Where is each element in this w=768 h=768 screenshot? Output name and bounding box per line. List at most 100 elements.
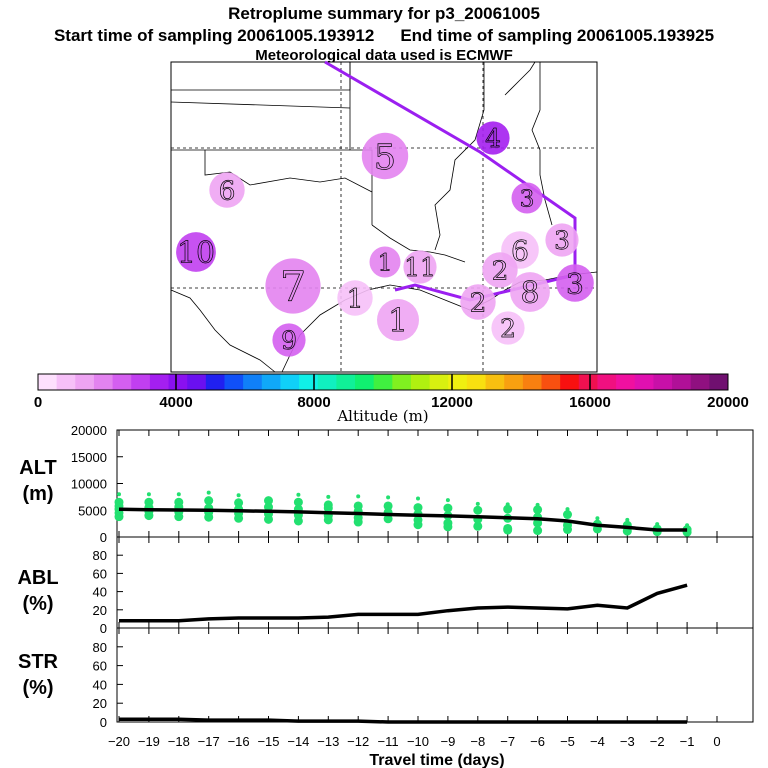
- altitude-dot: [413, 520, 423, 530]
- x-tick-label: −7: [500, 734, 515, 749]
- cluster-day-label: 3: [566, 267, 584, 300]
- x-tick-label: −2: [650, 734, 665, 749]
- y-tick-label: 40: [93, 585, 107, 600]
- colorbar-swatch: [410, 374, 431, 390]
- colorbar-swatch: [93, 374, 114, 390]
- x-tick-label: −17: [198, 734, 220, 749]
- cluster-day-label: 5: [374, 138, 396, 178]
- panel-unit: (%): [22, 593, 53, 615]
- altitude-dot: [353, 517, 363, 527]
- altitude-dot: [117, 492, 121, 497]
- altitude-dot: [416, 496, 420, 501]
- cluster-circle: [265, 258, 321, 314]
- cluster-day-label: 2: [470, 288, 487, 319]
- y-tick-label: 80: [93, 548, 107, 563]
- colorbar-swatch: [112, 374, 132, 390]
- x-tick-label: −1: [680, 734, 695, 749]
- altitude-dot: [176, 492, 181, 497]
- x-tick-label: −8: [470, 734, 485, 749]
- x-tick-label: −20: [108, 734, 130, 749]
- cluster-day-label: 11: [404, 253, 436, 282]
- cluster-circle: [482, 252, 518, 288]
- cluster-circle: [491, 311, 525, 345]
- colorbar-swatch: [243, 374, 263, 390]
- colorbar-tick-label: 0: [34, 394, 42, 411]
- cluster-circle: [476, 121, 510, 155]
- y-tick-label: 20: [93, 696, 107, 711]
- colorbar-swatch: [672, 374, 692, 390]
- colorbar-tick-label: 20000: [707, 394, 749, 411]
- altitude-dot: [563, 525, 572, 535]
- time-series-panels: ALT (m) 0 5000 10000 15000 20000 ABL (%) 0 20 40 60 8…: [17, 423, 754, 768]
- altitude-dot: [323, 515, 333, 525]
- altitude-dot: [443, 503, 453, 513]
- altitude-dot: [144, 511, 154, 521]
- colorbar-swatch: [38, 374, 58, 390]
- colorbar-swatch: [448, 374, 468, 390]
- y-tick-label: 20: [93, 603, 107, 618]
- colorbar-swatch: [466, 374, 487, 390]
- colorbar-swatch: [653, 374, 673, 390]
- rio-grande: [170, 289, 276, 373]
- cluster-circle: [209, 172, 245, 208]
- cluster-circle: [545, 223, 579, 257]
- altitude-dot: [503, 504, 513, 514]
- colorbar-swatch: [373, 374, 393, 390]
- altitude-dot: [383, 514, 393, 524]
- colorbar-tick-label: 4000: [159, 394, 192, 411]
- cluster-circle: [369, 246, 401, 278]
- cluster-day-label: 8: [521, 276, 540, 311]
- colorbar-swatch: [280, 374, 300, 390]
- altitude-dot: [386, 495, 391, 500]
- altitude-dot: [114, 512, 124, 522]
- cluster-circle: [176, 232, 216, 272]
- state-border: [349, 62, 373, 225]
- altitude-dot: [445, 498, 450, 503]
- altitude-dot: [293, 516, 303, 526]
- x-tick-label: −11: [378, 734, 399, 749]
- altitude-colorbar: 0 4000 8000 12000 16000 20000 Altitude (m): [34, 373, 749, 425]
- altitude-dot: [533, 526, 543, 536]
- x-tick-label: −3: [620, 734, 635, 749]
- cluster-day-label: 3: [520, 186, 535, 213]
- cluster-circle: [556, 264, 594, 302]
- altitude-dot: [443, 522, 453, 532]
- y-tick-label: 80: [93, 640, 107, 655]
- colorbar-swatch: [578, 374, 598, 390]
- colorbar-swatch: [224, 374, 244, 390]
- altitude-dot: [563, 510, 572, 520]
- y-tick-label: 5000: [78, 503, 107, 518]
- altitude-dot: [293, 497, 303, 507]
- colorbar-swatch: [56, 374, 76, 390]
- x-axis-label: Travel time (days): [369, 752, 504, 768]
- start-time: Start time of sampling 20061005.193912: [53, 26, 375, 45]
- y-tick-label: 60: [93, 566, 107, 581]
- altitude-dot: [473, 521, 483, 531]
- altitude-dot: [533, 505, 543, 515]
- altitude-dot: [296, 492, 301, 497]
- altitude-dot: [326, 494, 331, 499]
- colorbar-swatch: [541, 374, 561, 390]
- x-tick-label: −16: [228, 734, 250, 749]
- cluster-circle: [337, 280, 373, 316]
- y-tick-label: 20000: [71, 423, 107, 438]
- x-tick-label: −4: [590, 734, 605, 749]
- colorbar-axis-label: Altitude (m): [336, 407, 428, 425]
- colorbar-swatch: [522, 374, 543, 390]
- mississippi-river: [434, 62, 485, 251]
- altitude-dot: [236, 493, 241, 498]
- y-tick-label: 0: [100, 621, 107, 636]
- met-data-note: Meteorological data used is ECMWF: [255, 47, 513, 64]
- x-tick-label: −12: [347, 734, 369, 749]
- cluster-circle: [510, 272, 550, 312]
- cluster-circle: [511, 182, 543, 214]
- cluster-day-label: 2: [500, 314, 516, 343]
- altitude-dot: [264, 502, 273, 512]
- cluster-circle: [272, 323, 306, 357]
- altitude-dot: [595, 516, 600, 521]
- sampling-times: Start time of sampling 20061005.193912 En…: [0, 26, 768, 46]
- cluster-day-label: 6: [219, 176, 236, 207]
- altitude-dot: [533, 518, 543, 528]
- x-tick-label: −5: [560, 734, 575, 749]
